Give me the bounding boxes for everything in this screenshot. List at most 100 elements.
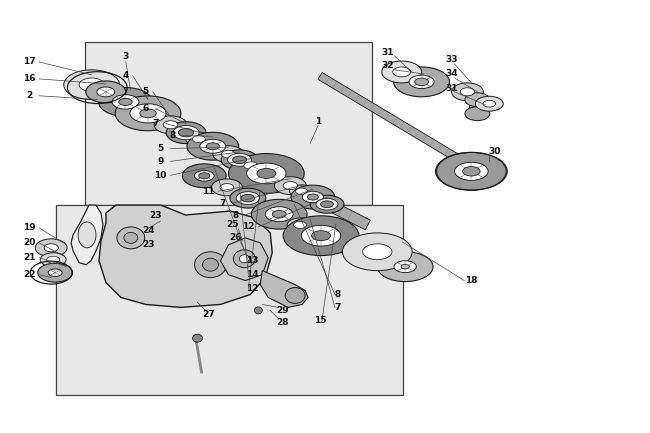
Text: 3: 3	[123, 52, 129, 61]
Ellipse shape	[244, 162, 258, 169]
Ellipse shape	[130, 104, 166, 123]
Ellipse shape	[252, 199, 307, 229]
Ellipse shape	[44, 244, 58, 252]
Text: 29: 29	[276, 306, 289, 315]
Ellipse shape	[294, 221, 307, 229]
Ellipse shape	[454, 162, 488, 181]
Ellipse shape	[206, 143, 219, 150]
Ellipse shape	[35, 239, 67, 257]
Ellipse shape	[173, 126, 199, 140]
Ellipse shape	[475, 96, 503, 111]
Ellipse shape	[187, 132, 239, 160]
Text: 19: 19	[23, 223, 36, 233]
Text: 15: 15	[314, 316, 326, 325]
Ellipse shape	[79, 78, 104, 91]
Text: 23: 23	[142, 240, 155, 249]
Ellipse shape	[222, 150, 235, 158]
Ellipse shape	[221, 150, 258, 170]
Ellipse shape	[230, 188, 266, 208]
Ellipse shape	[239, 255, 250, 263]
Text: 14: 14	[246, 270, 259, 279]
Ellipse shape	[140, 109, 156, 118]
Ellipse shape	[483, 100, 495, 107]
Ellipse shape	[382, 61, 422, 83]
Ellipse shape	[285, 288, 305, 304]
Ellipse shape	[302, 225, 341, 246]
Text: 12: 12	[242, 223, 255, 231]
Text: 8: 8	[335, 290, 341, 299]
Ellipse shape	[237, 158, 265, 173]
Ellipse shape	[394, 67, 449, 97]
Ellipse shape	[86, 81, 125, 103]
Text: 30: 30	[488, 147, 500, 156]
Text: 10: 10	[155, 171, 167, 180]
Text: 5: 5	[142, 87, 149, 96]
Ellipse shape	[377, 252, 433, 281]
Text: 9: 9	[157, 157, 164, 166]
Ellipse shape	[316, 198, 338, 210]
Ellipse shape	[213, 145, 244, 162]
Ellipse shape	[296, 188, 307, 194]
Ellipse shape	[363, 244, 392, 260]
Text: 22: 22	[23, 270, 36, 279]
Text: 27: 27	[202, 310, 215, 319]
Ellipse shape	[99, 87, 152, 116]
Text: 34: 34	[445, 69, 458, 78]
Text: 6: 6	[142, 104, 149, 113]
Polygon shape	[99, 205, 272, 307]
Text: 4: 4	[123, 71, 129, 81]
Ellipse shape	[401, 265, 410, 269]
Text: 8: 8	[170, 131, 176, 140]
Ellipse shape	[194, 252, 226, 278]
Text: 17: 17	[23, 58, 36, 67]
Ellipse shape	[254, 307, 262, 314]
Text: 8: 8	[232, 210, 239, 220]
Ellipse shape	[465, 107, 490, 121]
Text: 16: 16	[23, 74, 36, 84]
Ellipse shape	[307, 194, 318, 200]
Ellipse shape	[192, 334, 203, 342]
Text: 24: 24	[142, 226, 155, 236]
Ellipse shape	[463, 167, 480, 176]
Ellipse shape	[465, 93, 490, 107]
Polygon shape	[194, 168, 372, 264]
Ellipse shape	[241, 194, 255, 202]
Ellipse shape	[203, 258, 218, 271]
Text: 23: 23	[150, 210, 162, 220]
Ellipse shape	[124, 233, 138, 243]
Ellipse shape	[48, 269, 62, 276]
Polygon shape	[318, 72, 471, 169]
Ellipse shape	[115, 96, 181, 131]
Ellipse shape	[183, 164, 226, 187]
Ellipse shape	[320, 201, 333, 207]
Ellipse shape	[200, 139, 226, 153]
Ellipse shape	[233, 156, 246, 164]
Ellipse shape	[460, 88, 474, 96]
Ellipse shape	[192, 136, 205, 142]
Ellipse shape	[186, 132, 212, 146]
Text: 13: 13	[246, 256, 259, 265]
Ellipse shape	[163, 121, 178, 129]
Ellipse shape	[229, 154, 304, 193]
Ellipse shape	[166, 122, 206, 144]
Ellipse shape	[40, 253, 66, 267]
Ellipse shape	[272, 210, 286, 218]
Polygon shape	[220, 238, 268, 281]
Polygon shape	[71, 205, 103, 265]
Text: 7: 7	[219, 199, 226, 207]
Ellipse shape	[227, 153, 252, 166]
Text: 1: 1	[315, 117, 321, 126]
Ellipse shape	[179, 129, 194, 137]
Text: 25: 25	[226, 220, 239, 229]
Polygon shape	[85, 42, 372, 205]
Ellipse shape	[199, 173, 210, 179]
Polygon shape	[84, 77, 370, 230]
Ellipse shape	[64, 70, 120, 100]
Ellipse shape	[437, 152, 506, 190]
Ellipse shape	[233, 250, 255, 268]
Polygon shape	[56, 205, 402, 395]
Text: 2: 2	[26, 91, 32, 100]
Ellipse shape	[415, 78, 428, 86]
Ellipse shape	[112, 95, 139, 109]
Text: 31: 31	[445, 84, 458, 94]
